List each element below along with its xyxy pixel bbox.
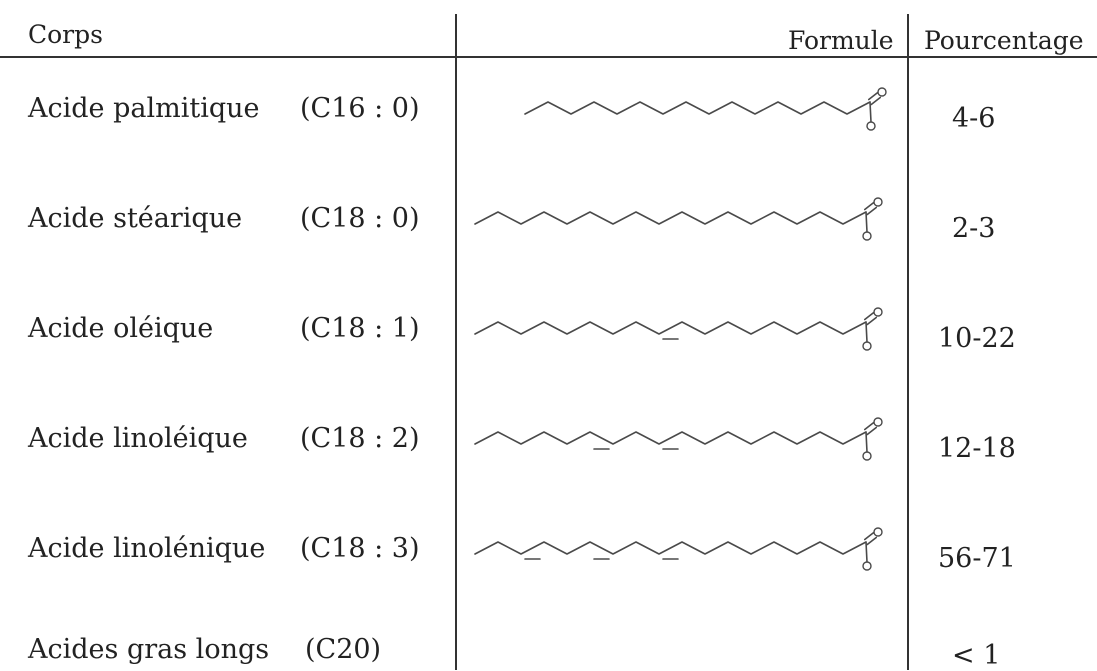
row-4-formula bbox=[474, 417, 883, 461]
carbonyl-bond bbox=[866, 206, 878, 216]
hydroxyl-oxygen bbox=[862, 231, 872, 241]
hydroxyl-bond bbox=[865, 321, 868, 343]
carbonyl-bond bbox=[863, 311, 875, 321]
row-5-name: Acide linolénique bbox=[28, 533, 266, 564]
row-2-percent: 2-3 bbox=[952, 213, 996, 244]
carbonyl-bond bbox=[866, 426, 878, 436]
carbonyl-bond bbox=[863, 201, 875, 211]
header-rule bbox=[0, 56, 1097, 58]
row-6-name: Acides gras longs bbox=[28, 634, 270, 665]
row-5-percent: 56-71 bbox=[938, 543, 1016, 574]
hydroxyl-oxygen bbox=[866, 121, 876, 131]
row-2-notation: (C18 : 0) bbox=[300, 203, 420, 234]
header-formule: Formule bbox=[788, 26, 894, 55]
row-3-notation: (C18 : 1) bbox=[300, 313, 420, 344]
carbonyl-bond bbox=[866, 316, 878, 326]
hydroxyl-oxygen bbox=[862, 561, 872, 571]
hydroxyl-bond bbox=[865, 211, 868, 233]
row-3-name: Acide oléique bbox=[28, 313, 214, 344]
row-2-formula bbox=[474, 197, 883, 241]
carbon-chain bbox=[474, 321, 867, 335]
hydroxyl-bond bbox=[865, 431, 868, 453]
carbonyl-oxygen bbox=[873, 417, 883, 427]
carbonyl-oxygen bbox=[873, 527, 883, 537]
hydroxyl-bond bbox=[865, 541, 868, 563]
row-1-name: Acide palmitique bbox=[28, 93, 260, 124]
row-5-formula bbox=[474, 527, 883, 571]
row-4-notation: (C18 : 2) bbox=[300, 423, 420, 454]
row-6-notation: (C20) bbox=[305, 634, 382, 665]
hydroxyl-bond bbox=[869, 101, 872, 123]
row-3-formula bbox=[474, 307, 883, 351]
row-1-notation: (C16 : 0) bbox=[300, 93, 420, 124]
carbon-chain bbox=[524, 101, 871, 115]
column-divider-left bbox=[455, 14, 457, 670]
carbon-chain bbox=[474, 211, 867, 225]
header-pourcentage: Pourcentage bbox=[924, 26, 1084, 55]
carbonyl-bond bbox=[863, 531, 875, 541]
row-1-percent: 4-6 bbox=[952, 103, 996, 134]
row-2-name: Acide stéarique bbox=[28, 203, 243, 234]
carbonyl-bond bbox=[863, 421, 875, 431]
row-4-name: Acide linoléique bbox=[28, 423, 248, 454]
carbonyl-bond bbox=[867, 91, 879, 101]
carbonyl-bond bbox=[866, 536, 878, 546]
carbonyl-oxygen bbox=[877, 87, 887, 97]
row-5-notation: (C18 : 3) bbox=[300, 533, 420, 564]
row-4-percent: 12-18 bbox=[938, 433, 1016, 464]
column-divider-right bbox=[907, 14, 909, 670]
carbonyl-oxygen bbox=[873, 307, 883, 317]
row-3-percent: 10-22 bbox=[938, 323, 1016, 354]
carbonyl-bond bbox=[870, 96, 882, 106]
carbonyl-oxygen bbox=[873, 197, 883, 207]
carbon-chain bbox=[474, 431, 867, 445]
hydroxyl-oxygen bbox=[862, 451, 872, 461]
header-corps: Corps bbox=[28, 20, 103, 49]
hydroxyl-oxygen bbox=[862, 341, 872, 351]
carbon-chain bbox=[474, 541, 867, 555]
row-6-percent: < 1 bbox=[952, 640, 1001, 671]
row-1-formula bbox=[524, 87, 887, 131]
